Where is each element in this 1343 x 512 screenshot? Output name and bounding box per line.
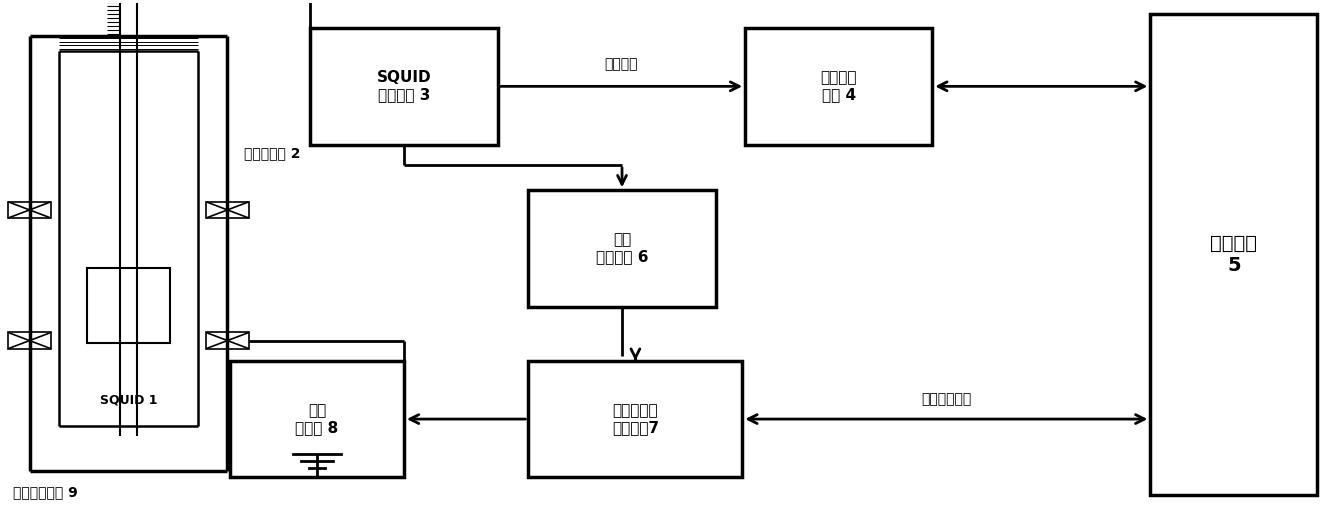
Bar [87,268,171,343]
Text: 可调
恒流源 8: 可调 恒流源 8 [295,403,338,435]
Bar [205,202,248,218]
Text: 磁场信号: 磁场信号 [604,57,638,71]
Bar [8,332,51,349]
Bar [8,202,51,218]
Bar [528,190,716,307]
Text: 微处理器
5: 微处理器 5 [1210,234,1257,275]
Text: 信号
处理电路 6: 信号 处理电路 6 [596,232,649,265]
Bar [1151,14,1317,495]
Text: 数据采集
系统 4: 数据采集 系统 4 [821,70,857,102]
Bar [205,332,248,349]
Text: 恒流源档位
选择电路7: 恒流源档位 选择电路7 [612,403,659,435]
Text: SQUID
读出电路 3: SQUID 读出电路 3 [376,70,431,102]
Text: SQUID 1: SQUID 1 [99,394,157,407]
Text: 档位状态信号: 档位状态信号 [921,392,971,407]
Bar [745,28,932,144]
Bar [230,361,404,477]
Text: 液氮杜瓦瓶 2: 液氮杜瓦瓶 2 [243,146,299,160]
Bar [528,361,743,477]
Text: 亥姆霍兹线圈 9: 亥姆霍兹线圈 9 [13,485,78,500]
Bar [310,28,498,144]
